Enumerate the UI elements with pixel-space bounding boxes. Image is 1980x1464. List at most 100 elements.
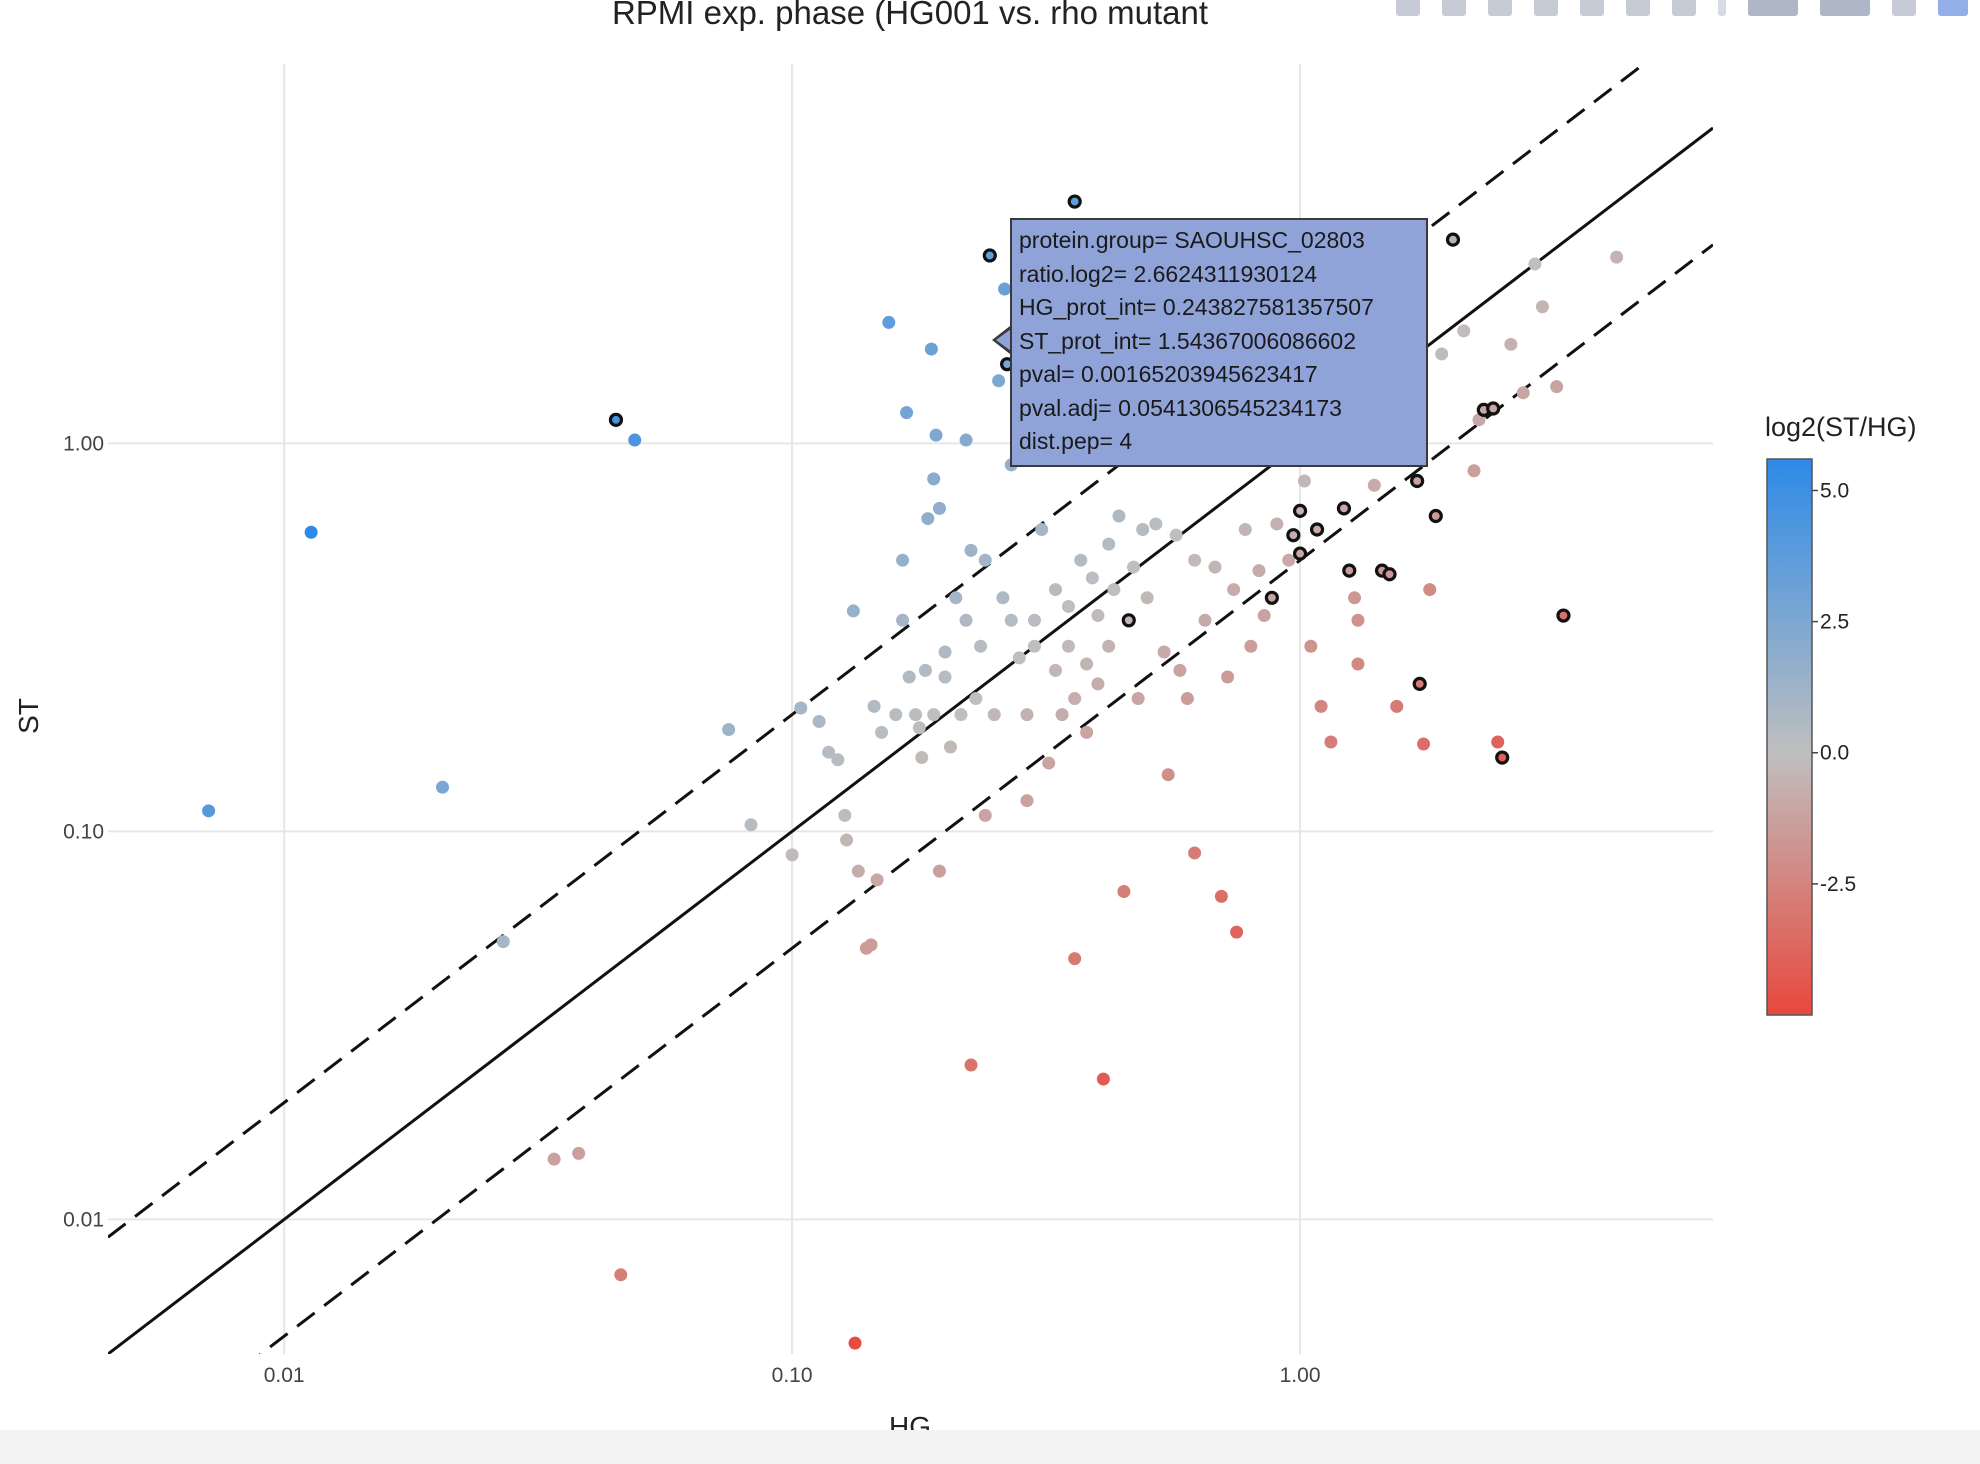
plotly-logo-icon[interactable] — [1938, 0, 1968, 16]
data-point[interactable] — [628, 433, 642, 447]
data-point[interactable] — [1516, 386, 1530, 400]
data-point[interactable] — [959, 433, 973, 447]
data-point[interactable] — [1297, 474, 1311, 488]
zoom-in-icon[interactable] — [1534, 0, 1558, 16]
data-point-significant[interactable] — [982, 248, 997, 263]
data-point[interactable] — [1417, 737, 1431, 751]
data-point[interactable] — [1467, 464, 1481, 478]
data-point[interactable] — [864, 938, 878, 952]
data-point[interactable] — [846, 604, 860, 618]
data-point[interactable] — [1048, 583, 1062, 597]
data-point[interactable] — [1367, 478, 1381, 492]
data-point[interactable] — [831, 753, 845, 767]
data-point[interactable] — [1180, 692, 1194, 706]
data-point[interactable] — [1208, 560, 1222, 574]
data-point[interactable] — [964, 1058, 978, 1072]
data-point-significant[interactable] — [1309, 522, 1325, 537]
data-point-significant[interactable] — [1412, 676, 1427, 691]
data-point[interactable] — [867, 699, 881, 713]
data-point[interactable] — [1351, 613, 1365, 627]
data-point[interactable] — [896, 613, 910, 627]
autoscale-icon[interactable] — [1626, 0, 1650, 16]
data-point[interactable] — [1198, 613, 1212, 627]
data-point[interactable] — [1188, 846, 1202, 860]
data-point[interactable] — [840, 833, 854, 847]
data-point[interactable] — [572, 1146, 586, 1160]
data-point[interactable] — [1020, 794, 1034, 808]
data-point-significant[interactable] — [1342, 563, 1357, 578]
hover-compare-icon[interactable] — [1820, 0, 1870, 16]
spike-lines-icon[interactable] — [1718, 0, 1726, 16]
data-point[interactable] — [1061, 599, 1075, 613]
data-point-significant[interactable] — [1556, 608, 1571, 623]
data-point[interactable] — [1048, 663, 1062, 677]
data-point[interactable] — [1004, 613, 1018, 627]
data-point[interactable] — [1435, 347, 1449, 361]
data-point[interactable] — [848, 1336, 862, 1350]
data-point[interactable] — [1112, 509, 1126, 523]
data-point[interactable] — [1102, 639, 1116, 653]
data-point[interactable] — [794, 701, 808, 715]
data-point[interactable] — [1244, 639, 1258, 653]
data-point[interactable] — [1528, 257, 1542, 271]
data-point[interactable] — [889, 708, 903, 722]
data-point[interactable] — [1131, 692, 1145, 706]
data-point[interactable] — [1161, 768, 1175, 782]
data-point[interactable] — [978, 808, 992, 822]
data-point[interactable] — [1348, 591, 1362, 605]
data-point[interactable] — [992, 374, 1006, 388]
data-point[interactable] — [436, 780, 450, 794]
data-point[interactable] — [812, 714, 826, 728]
data-point[interactable] — [1157, 645, 1171, 659]
data-point[interactable] — [1127, 560, 1141, 574]
data-point[interactable] — [998, 282, 1012, 296]
data-point-significant[interactable] — [1382, 567, 1397, 582]
data-point[interactable] — [909, 708, 923, 722]
data-point[interactable] — [1252, 564, 1266, 578]
data-point[interactable] — [1324, 735, 1338, 749]
data-point[interactable] — [932, 864, 946, 878]
data-point[interactable] — [1214, 889, 1228, 903]
home-icon[interactable] — [1672, 0, 1696, 16]
data-point[interactable] — [996, 591, 1010, 605]
data-point[interactable] — [547, 1152, 561, 1166]
data-point-significant[interactable] — [1264, 590, 1279, 605]
data-point[interactable] — [938, 645, 952, 659]
data-point[interactable] — [614, 1268, 628, 1282]
data-point[interactable] — [927, 708, 941, 722]
data-point[interactable] — [822, 745, 836, 759]
data-point[interactable] — [1068, 692, 1082, 706]
data-point[interactable] — [1085, 571, 1099, 585]
data-point[interactable] — [851, 864, 865, 878]
data-point[interactable] — [1227, 583, 1241, 597]
data-point[interactable] — [1020, 708, 1034, 722]
data-point[interactable] — [1390, 699, 1404, 713]
data-point[interactable] — [964, 543, 978, 557]
data-point[interactable] — [974, 639, 988, 653]
data-point[interactable] — [1027, 639, 1041, 653]
data-point[interactable] — [1282, 553, 1296, 567]
data-point-significant[interactable] — [1336, 501, 1352, 516]
data-point[interactable] — [1136, 522, 1150, 536]
data-point[interactable] — [882, 315, 896, 329]
data-point[interactable] — [870, 873, 884, 887]
data-point[interactable] — [304, 525, 318, 539]
data-point[interactable] — [1107, 583, 1121, 597]
data-point-significant[interactable] — [1495, 750, 1510, 765]
data-point[interactable] — [927, 472, 941, 486]
data-point[interactable] — [987, 708, 1001, 722]
camera-icon[interactable] — [1396, 0, 1420, 16]
data-point[interactable] — [969, 692, 983, 706]
data-point[interactable] — [1270, 517, 1284, 531]
data-point[interactable] — [978, 553, 992, 567]
data-point[interactable] — [1055, 708, 1069, 722]
data-point[interactable] — [932, 501, 946, 515]
data-point[interactable] — [1074, 553, 1088, 567]
data-point[interactable] — [902, 670, 916, 684]
data-point-significant[interactable] — [1428, 508, 1443, 524]
zoom-icon[interactable] — [1442, 0, 1466, 16]
data-point[interactable] — [1221, 670, 1235, 684]
data-point[interactable] — [938, 670, 952, 684]
data-point[interactable] — [744, 818, 758, 832]
data-point[interactable] — [1169, 528, 1183, 542]
